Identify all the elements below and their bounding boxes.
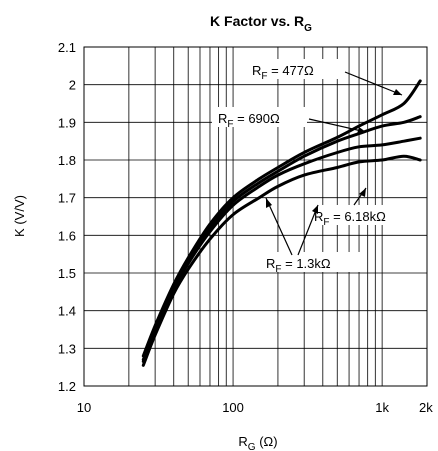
svg-text:RF = 6.18kΩ: RF = 6.18kΩ	[314, 209, 386, 228]
x-tick-label: 100	[222, 400, 244, 415]
y-tick-label: 1.7	[58, 191, 76, 206]
svg-text:RF = 477Ω: RF = 477Ω	[252, 63, 314, 82]
tick-labels: 1.2 1.3 1.4 1.5 1.6 1.7 1.8 1.9 2 2.1 10 100 1k 2k	[58, 40, 433, 415]
series-line-2	[141, 136, 422, 363]
y-tick-label: 2	[69, 78, 76, 93]
x-tick-label: 1k	[375, 400, 389, 415]
y-tick-label: 1.4	[58, 304, 76, 319]
y-tick-label: 2.1	[58, 40, 76, 55]
series-line-3	[141, 154, 422, 367]
y-tick-label: 1.5	[58, 266, 76, 281]
x-tick-label: 2k	[419, 400, 433, 415]
y-tick-label: 1.9	[58, 115, 76, 130]
series-annotation-1300: RF = 1.3kΩ	[260, 197, 360, 275]
series-annotation-6180: RF = 6.18kΩ	[310, 187, 420, 228]
y-tick-label: 1.6	[58, 228, 76, 243]
series-annotation-690: RF = 690Ω	[212, 107, 367, 134]
svg-text:RF = 1.3kΩ: RF = 1.3kΩ	[266, 256, 331, 275]
series-line-1	[141, 115, 422, 362]
series-line-0	[141, 79, 422, 358]
chart-title: K Factor vs. RG	[210, 13, 312, 34]
y-tick-label: 1.8	[58, 153, 76, 168]
svg-text:RF = 690Ω: RF = 690Ω	[218, 111, 280, 130]
x-axis-label: RG (Ω)	[238, 434, 277, 451]
y-tick-label: 1.3	[58, 341, 76, 356]
curves	[141, 79, 422, 367]
plot-frame	[83, 46, 428, 387]
y-axis-label: K (V/V)	[12, 195, 27, 237]
y-tick-label: 1.2	[58, 379, 76, 394]
x-tick-label: 10	[77, 400, 91, 415]
series-annotation-477: RF = 477Ω	[246, 59, 403, 96]
